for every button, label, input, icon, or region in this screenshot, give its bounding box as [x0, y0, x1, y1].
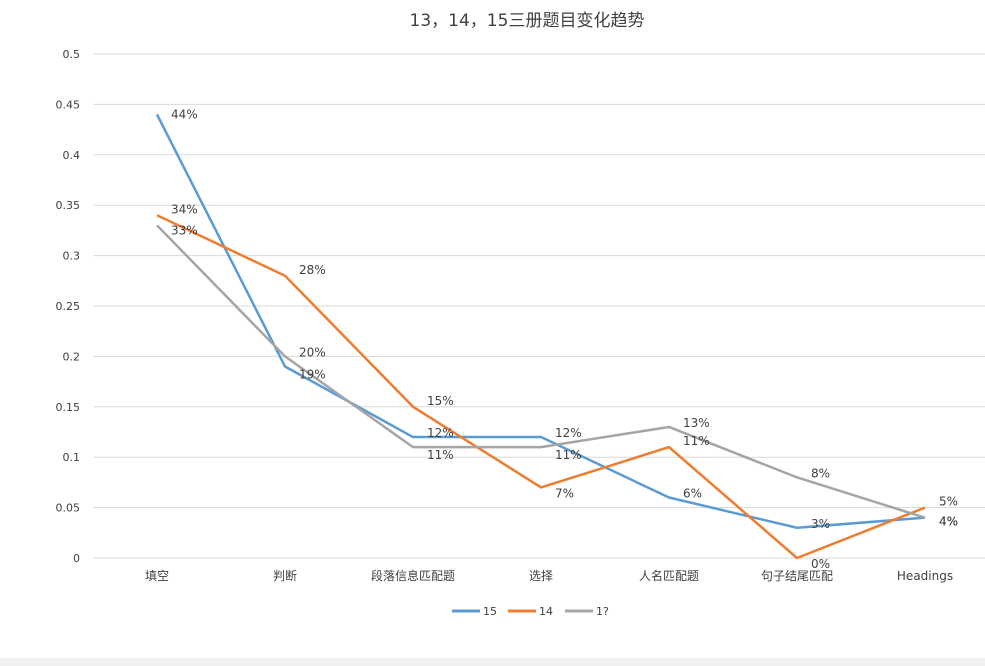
data-label: 33%	[171, 223, 198, 237]
data-label: 19%	[299, 367, 326, 381]
y-tick-label: 0.3	[63, 250, 81, 263]
legend: 15 14 1?	[452, 605, 609, 618]
data-label: 15%	[427, 394, 454, 408]
data-label: 44%	[171, 107, 198, 121]
gridlines	[93, 53, 985, 559]
data-label: 11%	[427, 448, 454, 462]
series-line-14	[156, 214, 926, 560]
data-label: 13%	[683, 416, 710, 430]
y-tick-label: 0.5	[63, 48, 81, 61]
data-label: 4%	[939, 515, 958, 529]
x-category-label: 段落信息匹配题	[371, 568, 455, 583]
y-tick-label: 0.15	[56, 401, 81, 414]
x-category-label: Headings	[897, 569, 953, 583]
data-label: 8%	[811, 466, 830, 480]
y-tick-label: 0	[73, 552, 80, 565]
y-tick-label: 0.25	[56, 300, 81, 313]
data-label: 6%	[683, 487, 702, 501]
legend-label: 1?	[596, 605, 609, 618]
data-label: 11%	[555, 448, 582, 462]
x-category-label: 选择	[529, 569, 553, 583]
data-label: 7%	[555, 486, 574, 500]
x-category-label: 人名匹配题	[639, 568, 699, 583]
y-tick-label: 0.45	[56, 98, 81, 111]
bottom-strip	[0, 658, 985, 666]
y-tick-label: 0.05	[56, 502, 81, 515]
data-label: 4%	[939, 515, 958, 529]
data-label: 28%	[299, 263, 326, 277]
x-category-label: 句子结尾匹配	[761, 569, 833, 583]
y-tick-label: 0.35	[56, 199, 81, 212]
y-tick-label: 0.1	[63, 451, 81, 464]
y-axis-ticks: 0 0.05 0.1 0.15 0.2 0.25 0.3 0.35 0.4 0.45 0.5	[56, 48, 81, 565]
x-category-label: 判断	[273, 568, 297, 583]
x-axis-categories: 填空 判断 段落信息匹配题 选择 人名匹配题 句子结尾匹配 Headings	[145, 568, 953, 583]
x-category-label: 填空	[145, 569, 169, 583]
y-tick-label: 0.4	[63, 149, 81, 162]
data-label: 3%	[811, 517, 830, 531]
data-label: 5%	[939, 495, 958, 509]
data-label: 0%	[811, 557, 830, 571]
legend-label: 15	[483, 605, 497, 618]
y-tick-label: 0.2	[63, 350, 81, 363]
chart-title: 13，14，15三册题目变化趋势	[410, 11, 645, 31]
data-label: 11%	[683, 434, 710, 448]
data-label: 20%	[299, 345, 326, 359]
data-label: 12%	[555, 426, 582, 440]
legend-label: 14	[539, 605, 553, 618]
series-line-1?	[156, 224, 926, 519]
data-labels: 44% 19% 12% 12% 6% 3% 4% 34% 28% 15% 7% 11% 0% 5% 33% 2…	[171, 107, 958, 571]
series-lines	[155, 113, 926, 560]
data-label: 12%	[427, 426, 454, 440]
series-line-15	[155, 113, 926, 530]
data-label: 34%	[171, 202, 198, 216]
